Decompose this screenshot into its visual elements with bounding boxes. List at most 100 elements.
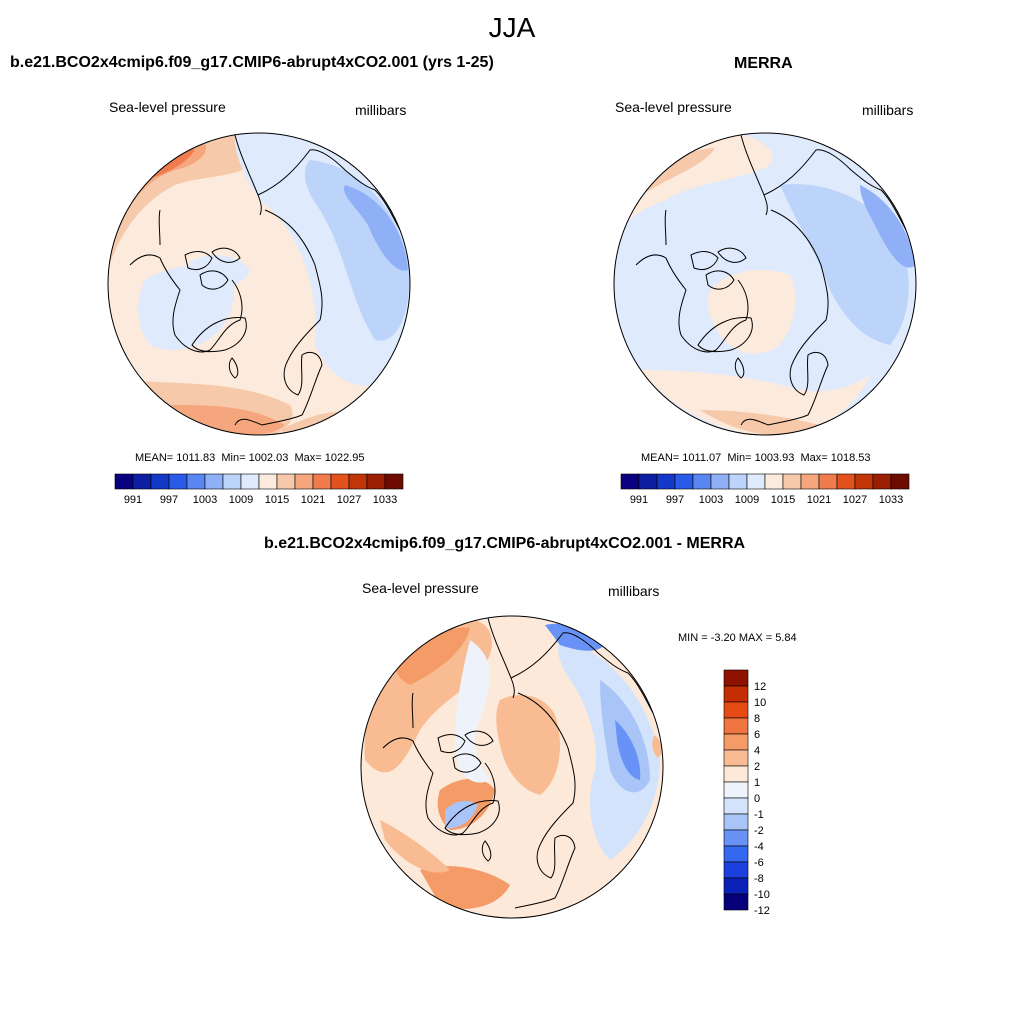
map3-coast-eurasia-north — [517, 692, 576, 844]
map2-coast-iceland — [734, 357, 745, 379]
colorbar-1-tick-label: 991 — [124, 494, 142, 506]
panel3-stats: MIN = -3.20 MAX = 5.84 — [678, 632, 797, 644]
colorbar-2-swatch — [764, 473, 784, 490]
colorbar-3-swatch — [723, 861, 749, 879]
map1-contours — [108, 133, 410, 435]
map3-coast-siberia — [510, 632, 654, 714]
main-title: JJA — [488, 12, 536, 43]
colorbar-3-tick-label: -6 — [754, 857, 764, 869]
colorbar-1-swatch — [114, 473, 134, 490]
colorbar-3-tick-label: 2 — [754, 761, 760, 773]
map2-low-siberia-core — [860, 185, 915, 268]
map1-low-canada — [138, 265, 235, 350]
colorbar-2-tick-label: 1015 — [771, 494, 795, 506]
map2-coast-eurasia-north — [770, 209, 829, 361]
map3-coast-iceland — [481, 840, 492, 862]
map3-low-baffin — [445, 800, 478, 829]
map1-coast-hudson-bay — [191, 316, 247, 353]
panel3-title: b.e21.BCO2x4cmip6.f09_g17.CMIP6-abrupt4x… — [264, 535, 746, 552]
panel3-variable-label: Sea-level pressure — [362, 580, 479, 596]
colorbar-3-swatch — [723, 717, 749, 735]
colorbar-1-tick-label: 1003 — [193, 494, 217, 506]
map1-coast-iceland — [228, 357, 239, 379]
colorbar-2-swatch — [890, 473, 910, 490]
map3-coast-hudson-bay — [444, 799, 500, 836]
colorbar-1-tick-label: 1021 — [301, 494, 325, 506]
map1-coast-archipelago-2 — [199, 270, 229, 290]
colorbar-2: 991 997 1003 1009 1015 1021 1027 1033 — [620, 473, 910, 506]
colorbar-1-swatch — [330, 473, 350, 490]
colorbar-3-swatch — [723, 845, 749, 863]
panel1-min-value: 1002.03 — [248, 452, 289, 464]
colorbar-2-tick-label: 991 — [630, 494, 648, 506]
map2-coast-scandinavia — [767, 352, 829, 426]
colorbar-2-swatch — [656, 473, 676, 490]
panel1-mean-label: MEAN= — [135, 452, 174, 464]
colorbar-2-swatch — [710, 473, 730, 490]
panel2-mean-label: MEAN= — [641, 452, 680, 464]
panel2-variable-label: Sea-level pressure — [615, 99, 732, 115]
map1-coast-europe — [234, 418, 263, 426]
colorbar-3-tick-label: -8 — [754, 873, 764, 885]
map3-low-siberia-peak — [615, 720, 641, 780]
colorbar-2-tick-label: 1027 — [843, 494, 867, 506]
map3-coast-archipelago-1 — [437, 734, 466, 754]
colorbar-1-tick-label: 1009 — [229, 494, 253, 506]
colorbar-2-swatch — [746, 473, 766, 490]
colorbar-2-tick-label: 997 — [666, 494, 684, 506]
colorbar-2-tick-label: 1033 — [879, 494, 903, 506]
map2-border — [613, 132, 917, 436]
map2-high-pacific — [615, 133, 773, 230]
map3-coast-alaska — [411, 692, 414, 729]
map3-coast-scandinavia — [514, 835, 576, 909]
colorbar-1-swatch — [222, 473, 242, 490]
panel1-variable-label: Sea-level pressure — [109, 99, 226, 115]
colorbar-3-tick-label: -1 — [754, 809, 764, 821]
colorbar-3-tick-label: -4 — [754, 841, 764, 853]
panel2-max-label: Max= — [800, 452, 828, 464]
colorbar-2-swatch — [818, 473, 838, 490]
colorbar-3-tick-label: 4 — [754, 745, 760, 757]
map1-high-atlantic-core — [170, 405, 285, 435]
map2-high-atlantic-core — [700, 410, 820, 435]
map1-coastlines — [129, 134, 401, 426]
map2-coast-europe — [740, 418, 769, 426]
colorbar-3-tick-label: -12 — [754, 905, 770, 917]
colorbar-2-tick-label: 1021 — [807, 494, 831, 506]
colorbar-1-swatch — [312, 473, 332, 490]
panel3-min-label: MIN = — [678, 632, 708, 644]
colorbar-3-swatch — [723, 685, 749, 703]
colorbar-2-swatch — [620, 473, 640, 490]
map3-coast-archipelago-2 — [452, 753, 482, 773]
panel3-min-value: -3.20 — [710, 632, 736, 644]
colorbar-2-swatch — [638, 473, 658, 490]
colorbar-1-swatch — [276, 473, 296, 490]
colorbar-2-swatch — [854, 473, 874, 490]
panel3-units-label: millibars — [608, 583, 660, 599]
map1-coast-alaska — [158, 209, 161, 246]
colorbar-3-tick-label: -2 — [754, 825, 764, 837]
map2-coast-canada — [635, 254, 749, 353]
colorbar-1-tick-label: 1015 — [265, 494, 289, 506]
colorbar-1-swatch — [150, 473, 170, 490]
panel1-mean-value: 1011.83 — [176, 452, 216, 464]
map2-coast-hudson-bay — [697, 316, 753, 353]
map3-high-pacific-core — [395, 627, 470, 685]
panel2-min-value: 1003.93 — [754, 452, 795, 464]
map1-coast-siberia — [257, 149, 401, 231]
colorbar-3-tick-label: 6 — [754, 729, 760, 741]
colorbar-1-swatch — [204, 473, 224, 490]
colorbar-3-tick-label: 10 — [754, 697, 766, 709]
map2-contours — [614, 133, 916, 435]
colorbar-3-tick-label: 0 — [754, 793, 760, 805]
map1-coast-canada — [129, 254, 243, 353]
colorbar-3-swatch — [723, 829, 749, 847]
map3-high-pacific — [364, 619, 492, 773]
colorbar-1-tick-label: 1033 — [373, 494, 397, 506]
panel3-max-label: MAX = — [738, 632, 773, 644]
panel2-stats: MEAN= 1011.07 Min= 1003.93 Max= 1018.53 — [641, 452, 871, 464]
map1-coast-eurasia-north — [264, 209, 323, 361]
map1-coast-scandinavia — [261, 352, 323, 426]
panel2-units-label: millibars — [862, 102, 914, 118]
